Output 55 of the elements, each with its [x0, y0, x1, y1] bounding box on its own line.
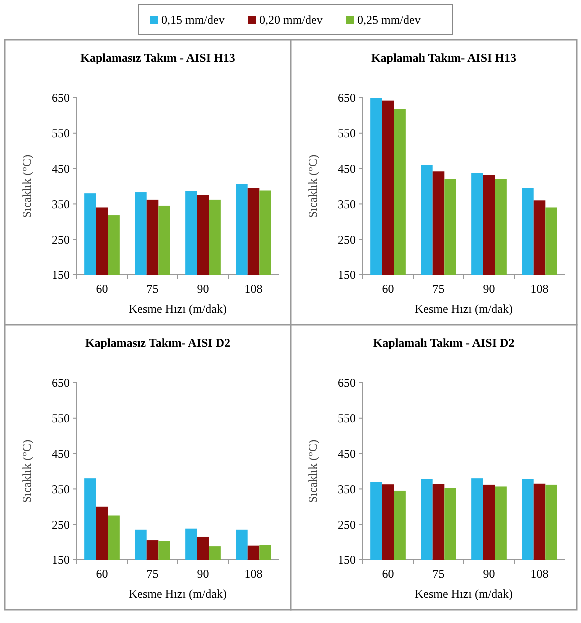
y-tick-label: 350	[52, 197, 70, 212]
legend-label: 0,20 mm/dev	[260, 13, 323, 27]
y-tick-label: 550	[52, 126, 70, 141]
x-tick-label: 75	[146, 282, 159, 296]
x-tick-label: 60	[382, 567, 394, 581]
x-tick-label: 60	[96, 282, 108, 296]
y-tick-label: 350	[338, 482, 356, 496]
legend-label: 0,15 mm/dev	[162, 13, 225, 27]
y-tick-label: 450	[338, 447, 356, 461]
y-tick-label: 350	[52, 482, 70, 496]
x-axis-title: Kesme Hızı (m/dak)	[129, 587, 227, 601]
x-tick-label: 90	[197, 282, 210, 296]
y-tick-label: 650	[338, 376, 356, 390]
x-tick-label: 60	[96, 567, 108, 581]
y-tick-label: 650	[338, 91, 356, 106]
x-tick-label: 75	[146, 567, 159, 581]
chart-title: Kaplamalı Takım- AISI H13	[371, 51, 517, 65]
x-tick-label: 60	[382, 282, 394, 296]
x-tick-label: 75	[432, 282, 445, 296]
y-tick-label: 250	[338, 518, 356, 532]
y-tick-label: 250	[338, 232, 356, 247]
y-tick-label: 550	[52, 412, 70, 426]
y-axis-title: Sıcaklık (°C)	[306, 154, 320, 218]
y-tick-label: 450	[52, 447, 70, 461]
x-tick-label: 90	[483, 282, 496, 296]
x-tick-label: 108	[530, 282, 549, 296]
x-tick-label: 108	[530, 567, 549, 581]
y-axis-title: Sıcaklık (°C)	[306, 440, 320, 504]
y-tick-label: 550	[338, 126, 356, 141]
chart-title: Kaplamasız Takım - AISI H13	[80, 51, 236, 65]
y-tick-label: 650	[52, 91, 70, 106]
x-tick-label: 108	[244, 282, 263, 296]
y-tick-label: 650	[52, 376, 70, 390]
x-axis-title: Kesme Hızı (m/dak)	[129, 302, 227, 316]
y-tick-label: 250	[52, 518, 70, 532]
y-tick-label: 150	[338, 268, 356, 282]
y-tick-label: 150	[338, 553, 356, 568]
y-tick-label: 550	[338, 412, 356, 426]
x-axis-title: Kesme Hızı (m/dak)	[415, 587, 513, 601]
y-tick-label: 450	[52, 162, 70, 176]
y-tick-label: 250	[52, 232, 70, 247]
x-axis-title: Kesme Hızı (m/dak)	[415, 302, 513, 316]
x-tick-label: 90	[483, 567, 496, 581]
chart-title: Kaplamalı Takım - AISI D2	[373, 336, 515, 350]
y-tick-label: 350	[338, 197, 356, 212]
x-tick-label: 90	[197, 567, 210, 581]
y-axis-title: Sıcaklık (°C)	[20, 154, 34, 218]
x-tick-label: 75	[432, 567, 445, 581]
y-tick-label: 150	[52, 268, 70, 282]
legend-label: 0,25 mm/dev	[358, 13, 421, 27]
chart-title: Kaplamasız Takım- AISI D2	[85, 336, 231, 350]
x-tick-label: 108	[244, 567, 263, 581]
y-axis-title: Sıcaklık (°C)	[20, 440, 34, 504]
y-tick-label: 450	[338, 162, 356, 176]
y-tick-label: 150	[52, 553, 70, 568]
